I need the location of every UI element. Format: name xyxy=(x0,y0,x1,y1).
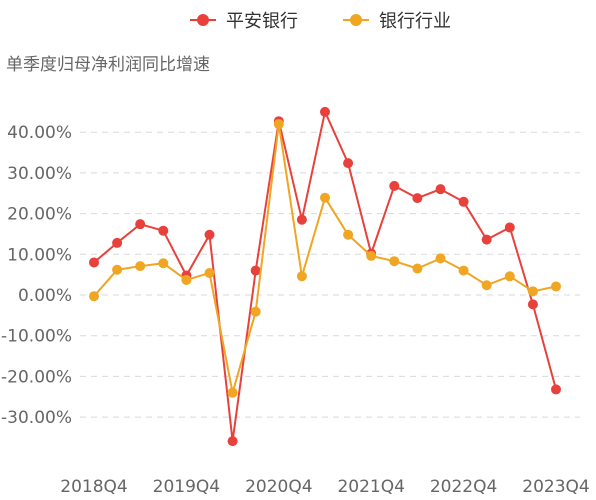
data-point xyxy=(366,250,377,261)
data-point xyxy=(250,265,261,276)
data-point xyxy=(89,291,99,302)
legend-marker xyxy=(350,14,362,26)
data-point xyxy=(412,263,423,274)
data-point xyxy=(343,158,354,169)
data-point xyxy=(135,261,146,272)
data-point xyxy=(204,268,215,279)
y-tick-label: 0.00% xyxy=(18,286,72,306)
data-point xyxy=(435,184,446,195)
data-point xyxy=(320,192,330,203)
data-point xyxy=(112,237,123,248)
data-point xyxy=(204,229,215,240)
x-tick-label: 2018Q4 xyxy=(60,477,127,497)
data-point xyxy=(504,271,515,282)
data-point xyxy=(504,222,515,233)
data-point xyxy=(551,384,561,395)
y-tick-label: -20.00% xyxy=(1,367,72,387)
data-point xyxy=(158,258,169,269)
data-point xyxy=(227,436,238,447)
y-axis-label: 单季度归母净利润同比增速 xyxy=(6,55,210,75)
y-tick-label: 40.00% xyxy=(7,123,72,143)
y-tick-label: -30.00% xyxy=(1,408,72,428)
legend-item: 平安银行 xyxy=(190,11,298,32)
x-tick-label: 2019Q4 xyxy=(153,477,220,497)
data-point xyxy=(89,257,99,268)
data-point xyxy=(527,299,538,310)
data-point xyxy=(551,281,561,292)
data-point xyxy=(527,286,538,297)
data-point xyxy=(250,306,261,317)
data-point xyxy=(296,271,307,282)
data-point xyxy=(135,219,146,230)
data-point xyxy=(389,180,400,191)
legend-item: 银行行业 xyxy=(343,11,451,32)
data-point xyxy=(273,119,284,130)
y-tick-label: -10.00% xyxy=(1,327,72,347)
x-tick-label: 2021Q4 xyxy=(337,477,404,497)
y-tick-label: 20.00% xyxy=(7,205,72,225)
series-2 xyxy=(89,119,561,398)
data-point xyxy=(320,106,330,117)
data-point xyxy=(296,214,307,225)
data-point xyxy=(181,274,192,285)
data-point xyxy=(435,253,446,264)
series-group xyxy=(89,106,561,447)
data-point xyxy=(158,225,169,236)
data-point xyxy=(481,280,492,291)
data-point xyxy=(389,256,400,267)
series-line xyxy=(93,110,557,443)
grid xyxy=(80,131,580,418)
legend: 平安银行 银行行业 xyxy=(190,11,451,32)
x-tick-label: 2022Q4 xyxy=(430,477,497,497)
legend-label: 银行行业 xyxy=(379,11,451,32)
y-tick-label: 30.00% xyxy=(7,164,72,184)
y-axis: -30.00% -20.00% -10.00% 0.00% 10.00% 20.00% 30… xyxy=(1,123,72,428)
legend-marker xyxy=(197,14,209,26)
data-point xyxy=(343,229,354,240)
x-tick-label: 2020Q4 xyxy=(245,477,312,497)
data-point xyxy=(227,387,238,398)
data-point xyxy=(112,264,123,275)
x-tick-label: 2023Q4 xyxy=(522,477,589,497)
series-1 xyxy=(89,106,561,447)
data-point xyxy=(412,193,423,204)
data-point xyxy=(481,234,492,245)
legend-label: 平安银行 xyxy=(226,11,298,32)
y-tick-label: 10.00% xyxy=(7,245,72,265)
data-point xyxy=(458,196,469,207)
data-point xyxy=(458,265,469,276)
x-axis: 2018Q4 2019Q4 2020Q4 2021Q4 2022Q4 2023Q4 xyxy=(60,477,589,497)
